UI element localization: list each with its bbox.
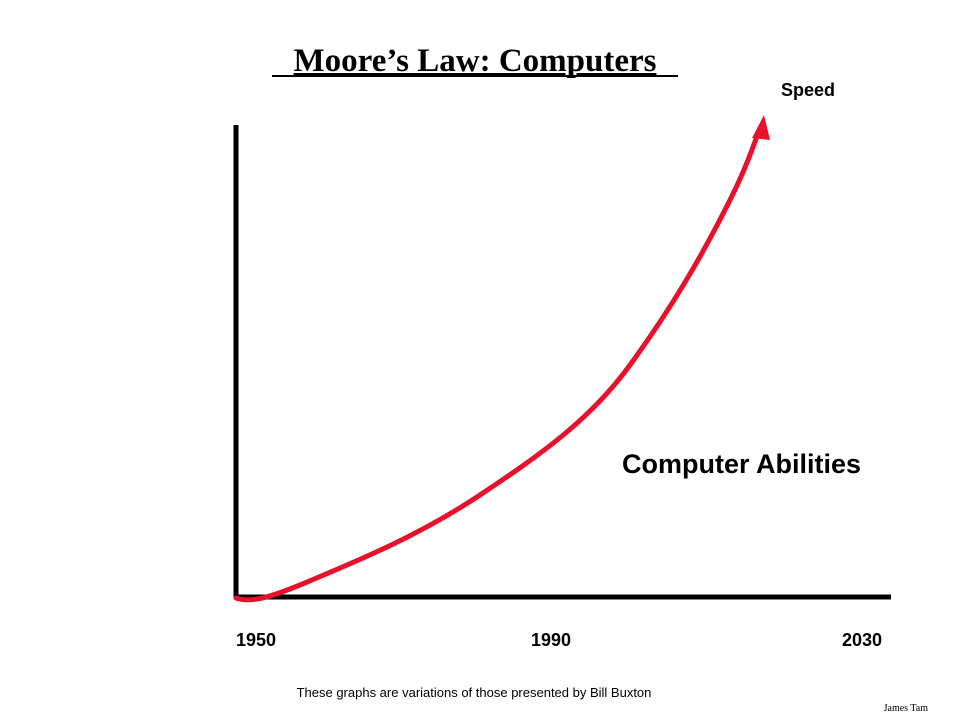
footnote: These graphs are variations of those pre… xyxy=(297,685,652,700)
author: James Tam xyxy=(884,703,929,714)
curve-label: Computer Abilities xyxy=(622,449,861,479)
x-label: 1950 xyxy=(236,630,276,650)
x-label: 2030 xyxy=(842,630,882,650)
curve xyxy=(233,125,763,603)
y-axis-label: Speed xyxy=(781,80,835,100)
title: Moore’s Law: Computers xyxy=(294,43,657,79)
x-label: 1990 xyxy=(531,630,571,650)
arrowhead xyxy=(752,115,770,140)
